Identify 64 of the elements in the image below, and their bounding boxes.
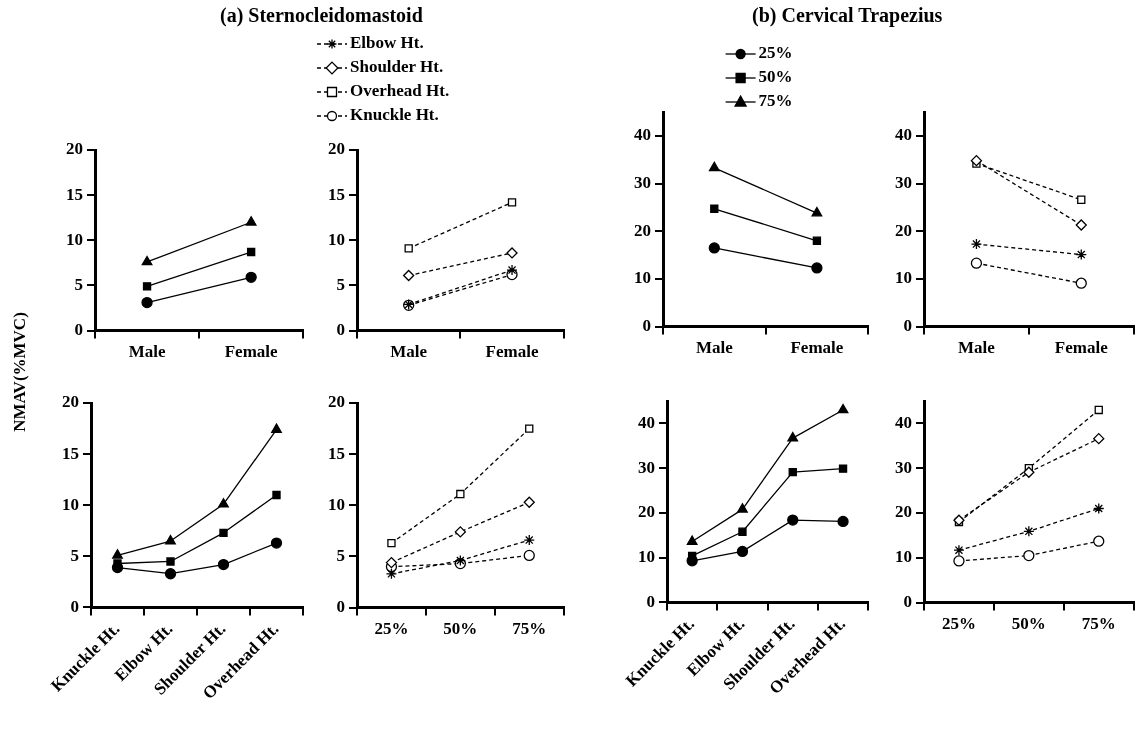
chart-title: (b) Cervical Trapezius bbox=[752, 4, 943, 27]
y-tick-label: 30 bbox=[895, 172, 912, 192]
y-tick-label: 10 bbox=[328, 494, 345, 514]
y-tick-label: 20 bbox=[62, 392, 79, 412]
y-tick-label: 20 bbox=[328, 139, 345, 159]
x-tick-label: Male bbox=[128, 342, 166, 362]
y-tick-label: 5 bbox=[70, 545, 79, 565]
legend-label: Shoulder Ht. bbox=[350, 57, 444, 77]
y-tick-label: 15 bbox=[66, 184, 83, 204]
y-tick-label: 10 bbox=[895, 547, 912, 567]
y-tick-label: 0 bbox=[336, 596, 345, 616]
x-tick-label: 50% bbox=[443, 619, 478, 639]
y-tick-label: 30 bbox=[895, 457, 912, 477]
y-tick-label: 10 bbox=[634, 268, 651, 288]
legend-label: Elbow Ht. bbox=[350, 33, 424, 53]
y-tick-label: 30 bbox=[634, 172, 651, 192]
y-tick-label: 5 bbox=[336, 274, 345, 294]
y-tick-label: 15 bbox=[328, 184, 345, 204]
x-tick-label: Female bbox=[485, 342, 539, 362]
y-tick-label: 40 bbox=[895, 125, 912, 145]
y-tick-label: 20 bbox=[66, 139, 83, 159]
y-tick-label: 5 bbox=[336, 545, 345, 565]
y-tick-label: 5 bbox=[74, 274, 83, 294]
x-tick-label: Female bbox=[224, 342, 279, 362]
legend-label: 25% bbox=[758, 43, 793, 63]
y-tick-label: 40 bbox=[638, 412, 655, 432]
x-tick-label: 75% bbox=[1081, 614, 1116, 634]
y-tick-label: 0 bbox=[74, 319, 83, 339]
x-tick-label: Male bbox=[958, 338, 996, 358]
x-tick-label: 25% bbox=[941, 614, 976, 634]
y-tick-label: 0 bbox=[646, 591, 655, 611]
y-tick-label: 0 bbox=[336, 319, 345, 339]
y-tick-label: 20 bbox=[638, 502, 655, 522]
y-tick-label: 40 bbox=[895, 412, 912, 432]
x-tick-label: 75% bbox=[512, 619, 547, 639]
x-tick-label: Female bbox=[790, 338, 844, 358]
legend-label: 75% bbox=[758, 91, 793, 111]
y-tick-label: 40 bbox=[634, 125, 651, 145]
legend-label: Overhead Ht. bbox=[350, 81, 450, 101]
y-tick-label: 15 bbox=[328, 443, 345, 463]
x-tick-label: 50% bbox=[1011, 614, 1046, 634]
x-tick-label: Female bbox=[1054, 338, 1109, 358]
y-tick-label: 0 bbox=[903, 591, 912, 611]
chart-title: (a) Sternocleidomastoid bbox=[220, 4, 423, 27]
x-tick-label: Male bbox=[695, 338, 734, 358]
legend-label: 50% bbox=[758, 67, 793, 87]
y-tick-label: 20 bbox=[328, 392, 345, 412]
y-tick-label: 10 bbox=[895, 268, 912, 288]
y-tick-label: 0 bbox=[903, 315, 912, 335]
y-tick-label: 20 bbox=[895, 220, 912, 240]
y-tick-label: 30 bbox=[638, 457, 655, 477]
x-tick-label: 25% bbox=[374, 619, 409, 639]
y-tick-label: 0 bbox=[70, 596, 79, 616]
y-tick-label: 10 bbox=[638, 547, 655, 567]
y-tick-label: 0 bbox=[642, 315, 651, 335]
y-tick-label: 20 bbox=[634, 220, 651, 240]
legend-label: Knuckle Ht. bbox=[350, 105, 439, 125]
y-tick-label: 20 bbox=[895, 502, 912, 522]
y-tick-label: 10 bbox=[66, 229, 83, 249]
y-tick-label: 15 bbox=[62, 443, 79, 463]
x-tick-label: Male bbox=[390, 342, 428, 362]
y-tick-label: 10 bbox=[62, 494, 79, 514]
y-axis-title: NMAV(%MVC) bbox=[9, 312, 30, 432]
y-tick-label: 10 bbox=[328, 229, 345, 249]
